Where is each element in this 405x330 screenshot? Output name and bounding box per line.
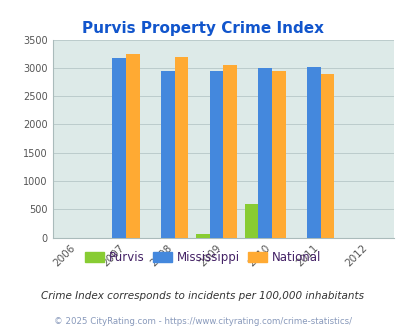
- Bar: [271, 71, 285, 238]
- Bar: [196, 234, 209, 238]
- Bar: [112, 58, 126, 238]
- Bar: [320, 74, 334, 238]
- Bar: [306, 67, 320, 238]
- Bar: [126, 54, 139, 238]
- Bar: [258, 68, 271, 238]
- Text: © 2025 CityRating.com - https://www.cityrating.com/crime-statistics/: © 2025 CityRating.com - https://www.city…: [54, 317, 351, 326]
- Bar: [209, 71, 223, 238]
- Bar: [174, 56, 188, 238]
- Text: Crime Index corresponds to incidents per 100,000 inhabitants: Crime Index corresponds to incidents per…: [41, 291, 364, 301]
- Text: Purvis Property Crime Index: Purvis Property Crime Index: [82, 21, 323, 36]
- Legend: Purvis, Mississippi, National: Purvis, Mississippi, National: [83, 248, 322, 266]
- Bar: [244, 204, 258, 238]
- Bar: [223, 65, 237, 238]
- Bar: [160, 71, 174, 238]
